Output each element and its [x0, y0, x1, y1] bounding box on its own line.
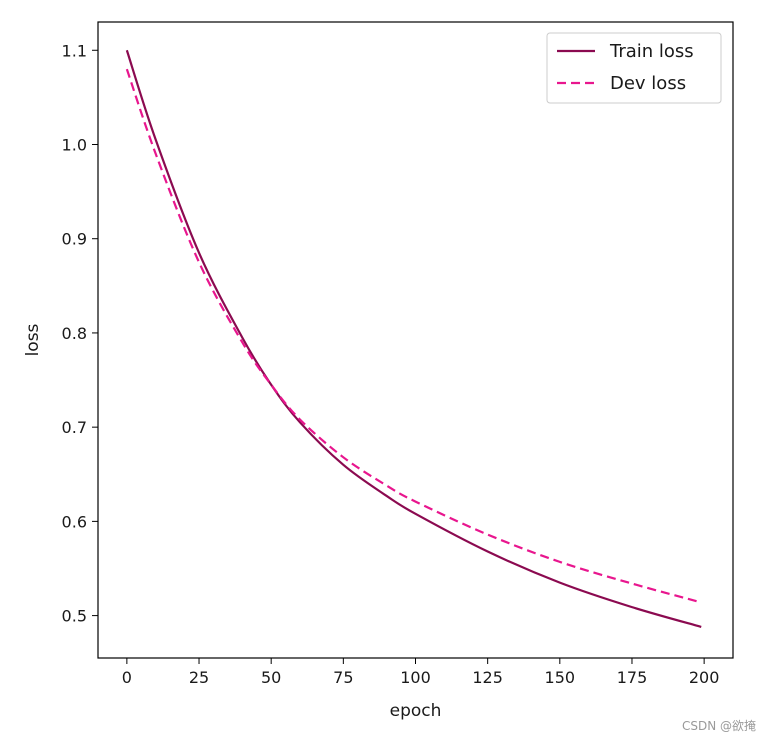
- series-line-train-loss: [125, 49, 702, 628]
- x-tick-label: 150: [545, 668, 576, 687]
- x-tick-label: 200: [689, 668, 720, 687]
- x-tick-label: 75: [333, 668, 353, 687]
- y-axis-ticks: 0.5 0.6 0.7 0.8 0.9 1.0 1.1: [62, 41, 98, 626]
- x-tick-label: 100: [400, 668, 431, 687]
- legend-label: Train loss: [609, 41, 694, 62]
- watermark: CSDN @欲掩: [681, 719, 756, 733]
- y-axis-label: loss: [23, 323, 43, 356]
- x-tick-label: 175: [617, 668, 648, 687]
- plot-area: 0 25 50 75 100 125 150 175 200 0.5 0.6 0.7 0.8 0.9 1.…: [62, 21, 734, 687]
- x-tick-label: 125: [472, 668, 503, 687]
- legend-label: Dev loss: [610, 73, 686, 94]
- x-tick-label: 25: [189, 668, 209, 687]
- series-line-dev-loss: [125, 68, 702, 604]
- y-tick-label: 0.5: [62, 607, 87, 626]
- x-tick-label: 50: [261, 668, 281, 687]
- x-tick-label: 0: [122, 668, 132, 687]
- x-axis-ticks: 0 25 50 75 100 125 150 175 200: [122, 658, 720, 687]
- plot-frame: [97, 21, 734, 659]
- y-tick-label: 1.0: [62, 135, 87, 154]
- legend: Train loss Dev loss: [546, 32, 722, 104]
- x-axis-label: epoch: [390, 701, 442, 721]
- y-tick-label: 0.7: [62, 418, 87, 437]
- series-layer: [125, 49, 702, 628]
- y-tick-label: 1.1: [62, 41, 87, 60]
- y-tick-label: 0.6: [62, 512, 87, 531]
- y-tick-label: 0.9: [62, 230, 87, 249]
- y-tick-label: 0.8: [62, 324, 87, 343]
